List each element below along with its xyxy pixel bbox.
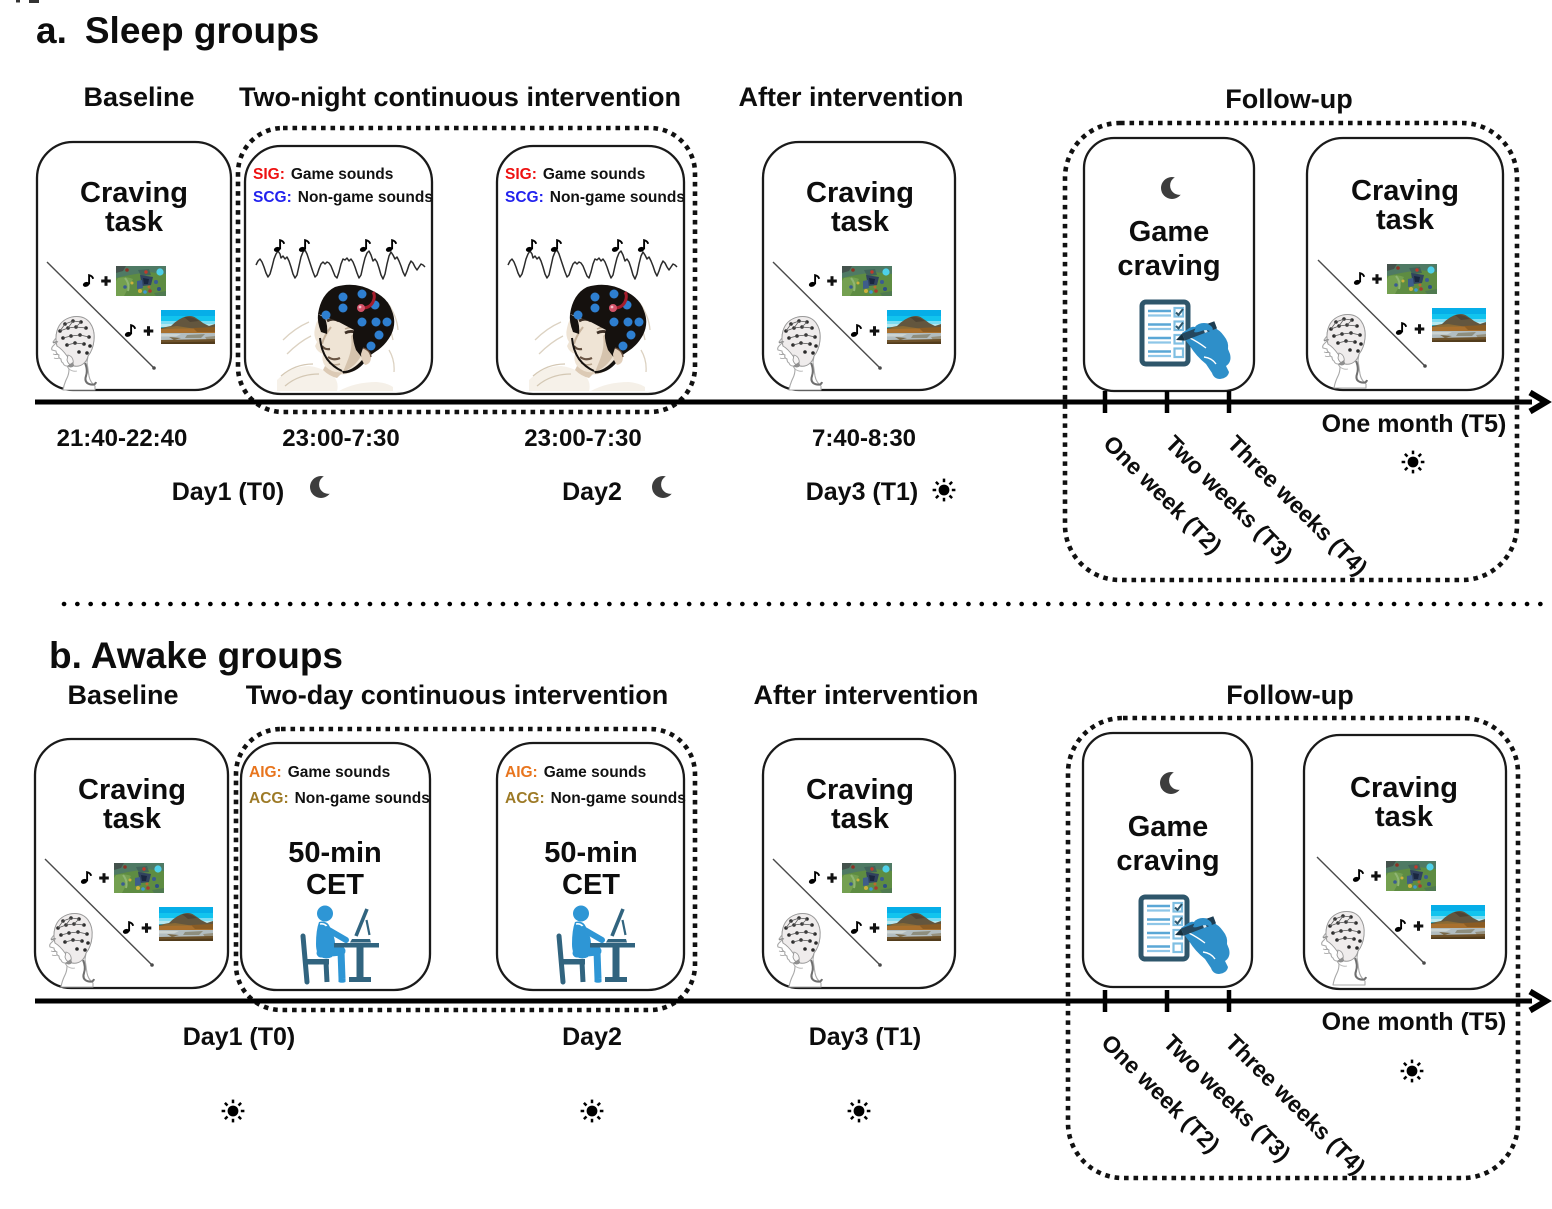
svg-text:CET: CET xyxy=(562,869,620,901)
svg-text:ACG:Non-game sounds: ACG: Non-game sounds xyxy=(249,790,430,807)
svg-text:23:00-7:30: 23:00-7:30 xyxy=(282,425,399,452)
svg-text:21:40-22:40: 21:40-22:40 xyxy=(57,425,188,452)
svg-text:Two-day continuous interventio: Two-day continuous intervention xyxy=(246,680,669,710)
svg-text:SIG:Game sounds: SIG: Game sounds xyxy=(505,166,645,183)
svg-text:Day2: Day2 xyxy=(562,1023,622,1051)
svg-text:23:00-7:30: 23:00-7:30 xyxy=(524,425,641,452)
svg-text:After intervention: After intervention xyxy=(738,82,963,112)
svg-text:50-min: 50-min xyxy=(544,837,637,869)
svg-text:CET: CET xyxy=(306,869,364,901)
svg-text:b. Awake groups: b. Awake groups xyxy=(49,635,343,676)
svg-text:Baseline: Baseline xyxy=(83,82,194,112)
svg-text:One month (T5): One month (T5) xyxy=(1322,410,1507,438)
svg-text:50-min: 50-min xyxy=(288,837,381,869)
svg-text:AIG:Game sounds: AIG: Game sounds xyxy=(249,764,390,781)
svg-text:One month (T5): One month (T5) xyxy=(1322,1008,1507,1036)
svg-text:SCG:Non-game sounds: SCG: Non-game sounds xyxy=(253,189,433,206)
svg-text:Two-night continuous intervent: Two-night continuous intervention xyxy=(239,82,681,112)
svg-text:Day1 (T0): Day1 (T0) xyxy=(172,478,285,506)
svg-text:AIG:Game sounds: AIG: Game sounds xyxy=(505,764,646,781)
svg-text:SIG:Game sounds: SIG: Game sounds xyxy=(253,166,393,183)
svg-text:Day3 (T1): Day3 (T1) xyxy=(806,478,919,506)
svg-text:Baseline: Baseline xyxy=(67,680,178,710)
svg-text:SCG:Non-game sounds: SCG: Non-game sounds xyxy=(505,189,685,206)
svg-text:Day1 (T0): Day1 (T0) xyxy=(183,1023,296,1051)
svg-text:7:40-8:30: 7:40-8:30 xyxy=(812,425,916,452)
svg-text:After intervention: After intervention xyxy=(753,680,978,710)
svg-text:Day2: Day2 xyxy=(562,478,622,506)
svg-text:ACG:Non-game sounds: ACG: Non-game sounds xyxy=(505,790,686,807)
svg-text:Day3 (T1): Day3 (T1) xyxy=(809,1023,922,1051)
svg-text:Follow-up: Follow-up xyxy=(1226,680,1353,710)
svg-text:Follow-up: Follow-up xyxy=(1225,84,1352,114)
